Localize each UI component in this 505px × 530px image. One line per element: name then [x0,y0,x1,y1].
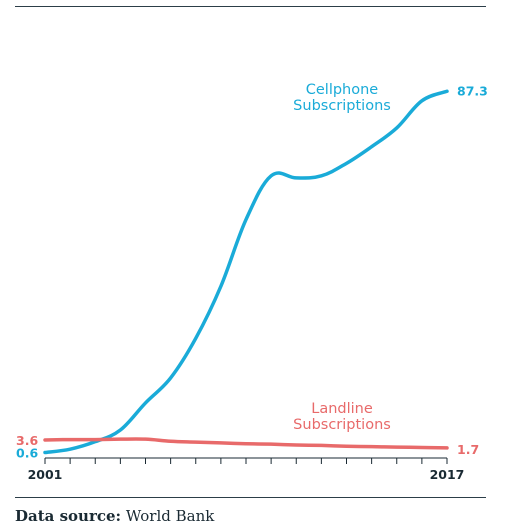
series-name-label-cellphone-subscriptions: Cellphone Subscriptions [293,82,391,114]
x-tick-label-2017: 2017 [430,467,465,482]
data-source-value: World Bank [125,507,215,525]
top-rule [15,6,486,7]
end-value-label-cellphone-subscriptions: 87.3 [457,83,488,98]
start-value-label-cellphone-subscriptions: 0.6 [16,446,38,461]
series-line-cellphone-subscriptions [43,89,449,455]
start-value-label-landline-subscriptions: 3.6 [16,433,38,448]
series-line-landline-subscriptions [43,437,449,450]
end-value-label-landline-subscriptions: 1.7 [457,442,479,457]
bottom-rule [15,497,486,498]
line-chart: 2001 2017 0.6 87.3 Cellphone Subscriptions 3.6… [16,82,488,482]
data-source-label: Data source: [15,507,122,525]
data-source-footer: Data source: World Bank [15,507,214,525]
x-tick-label-2001: 2001 [28,467,63,482]
series-name-label-landline-subscriptions: Landline Subscriptions [293,401,391,433]
